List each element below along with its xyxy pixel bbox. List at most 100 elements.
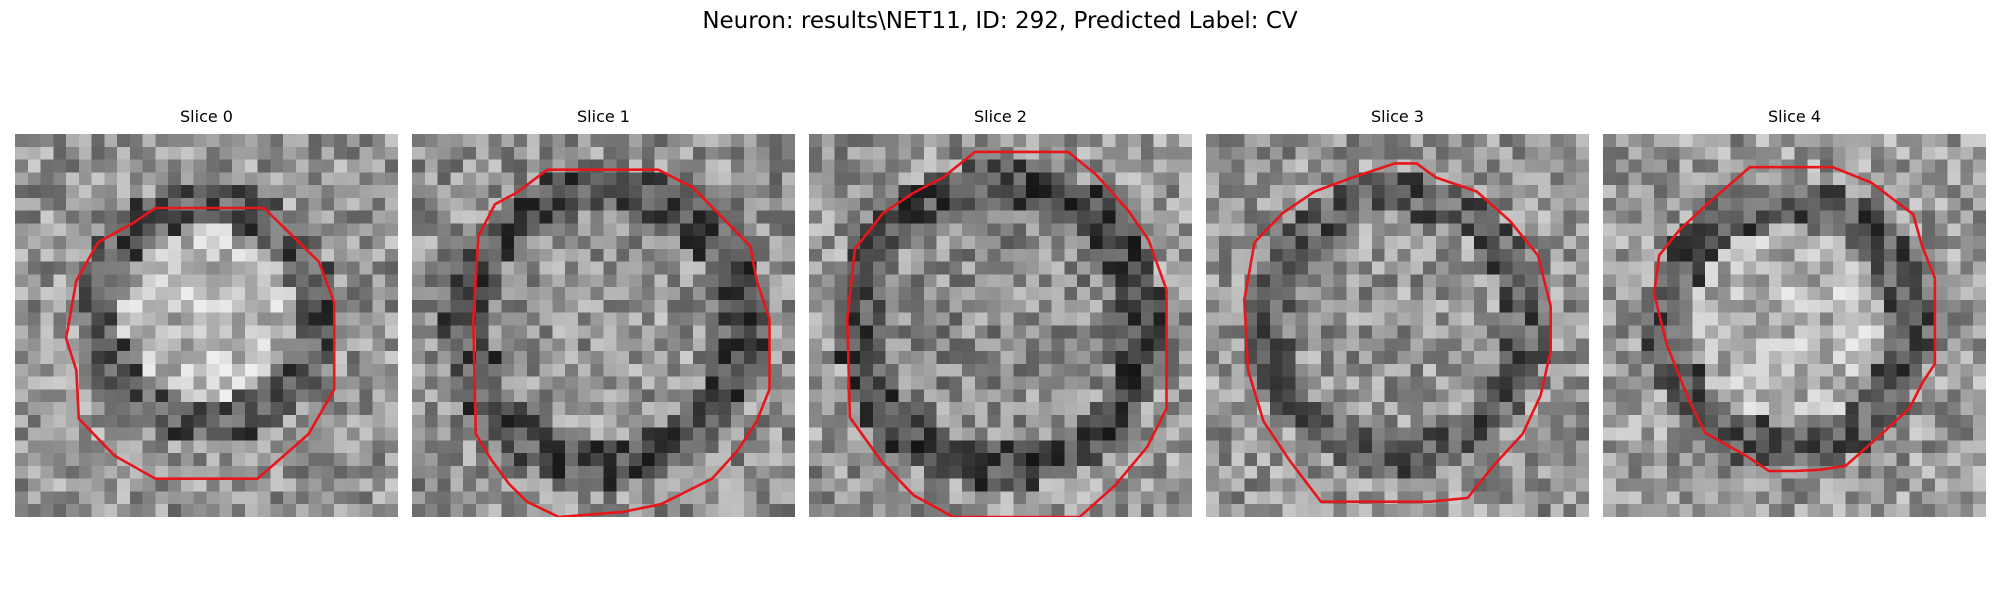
pixel: [974, 325, 989, 339]
pixel: [680, 210, 694, 224]
pixel: [911, 159, 925, 173]
pixel: [1679, 197, 1693, 211]
pixel: [1550, 287, 1564, 301]
pixel: [809, 363, 823, 377]
pixel: [1257, 465, 1271, 480]
pixel: [1499, 248, 1513, 263]
pixel: [1947, 389, 1961, 403]
pixel: [1102, 146, 1116, 160]
pixel: [1448, 274, 1462, 288]
pixel: [270, 274, 284, 288]
pixel: [1435, 312, 1449, 326]
pixel: [1807, 389, 1821, 403]
pixel: [334, 478, 348, 492]
pixel: [552, 312, 566, 326]
pixel: [334, 197, 348, 211]
pixel: [346, 325, 361, 339]
pixel: [334, 402, 348, 416]
pixel: [372, 185, 386, 199]
pixel: [129, 414, 144, 429]
pixel: [412, 287, 426, 301]
pixel: [923, 414, 938, 429]
pixel: [1756, 261, 1770, 275]
pixel: [385, 325, 398, 339]
pixel: [860, 159, 874, 173]
pixel: [385, 478, 398, 492]
pixel: [1537, 159, 1552, 173]
pixel: [1179, 440, 1192, 454]
pixel: [1858, 402, 1872, 416]
pixel: [1603, 274, 1617, 288]
pixel: [1705, 134, 1719, 148]
pixel: [1973, 363, 1986, 377]
pixel: [1871, 197, 1885, 211]
pixel: [1166, 210, 1180, 224]
pixel: [782, 453, 795, 467]
pixel: [1512, 338, 1526, 352]
pixel: [898, 376, 912, 390]
pixel: [1384, 453, 1398, 467]
pixel: [1512, 274, 1526, 288]
pixel: [1717, 197, 1732, 211]
pixel: [501, 351, 515, 365]
pixel: [1883, 159, 1898, 173]
pixel: [501, 363, 515, 377]
pixel: [1641, 274, 1655, 288]
pixel: [66, 427, 80, 441]
pixel: [1410, 338, 1424, 352]
pixel: [1423, 261, 1437, 275]
pixel: [1077, 172, 1091, 186]
pixel: [847, 376, 861, 390]
pixel: [1679, 414, 1693, 429]
pixel: [1231, 491, 1245, 505]
pixel: [193, 134, 207, 148]
pixel: [1947, 440, 1961, 454]
pixel: [437, 453, 451, 467]
pixel: [1486, 389, 1501, 403]
pixel: [1525, 465, 1539, 480]
pixel: [1537, 465, 1552, 480]
pixel: [1960, 248, 1974, 263]
pixel: [1973, 287, 1986, 301]
pixel: [680, 146, 694, 160]
pixel: [1026, 210, 1040, 224]
pixel: [1102, 453, 1116, 467]
pixel: [1102, 402, 1116, 416]
pixel: [911, 389, 925, 403]
pixel: [834, 363, 848, 377]
pixel: [372, 287, 386, 301]
pixel: [1934, 363, 1949, 377]
pixel: [40, 236, 54, 250]
pixel: [1257, 236, 1271, 250]
pixel: [577, 146, 592, 160]
pixel: [1038, 261, 1052, 275]
pixel: [1410, 427, 1424, 441]
pixel: [756, 134, 770, 148]
pixel: [809, 389, 823, 403]
pixel: [1934, 210, 1949, 224]
pixel: [1218, 402, 1232, 416]
pixel: [1115, 248, 1129, 263]
pixel: [129, 236, 144, 250]
pixel: [1781, 236, 1795, 250]
pixel: [308, 440, 322, 454]
pixel: [437, 363, 451, 377]
pixel: [437, 146, 451, 160]
pixel: [104, 248, 118, 263]
pixel: [949, 453, 963, 467]
contour-outline: [1242, 162, 1553, 504]
pixel: [1038, 440, 1052, 454]
pixel: [1666, 248, 1680, 263]
pixel: [526, 197, 541, 211]
pixel: [834, 414, 848, 429]
pixel: [1102, 363, 1116, 377]
pixel: [488, 159, 502, 173]
pixel: [1282, 146, 1296, 160]
pixel: [232, 440, 246, 454]
pixel: [756, 172, 770, 186]
pixel: [1666, 465, 1680, 480]
pixel: [1128, 274, 1142, 288]
pixel: [936, 261, 950, 275]
pixel: [1641, 504, 1655, 517]
pixel: [552, 325, 566, 339]
